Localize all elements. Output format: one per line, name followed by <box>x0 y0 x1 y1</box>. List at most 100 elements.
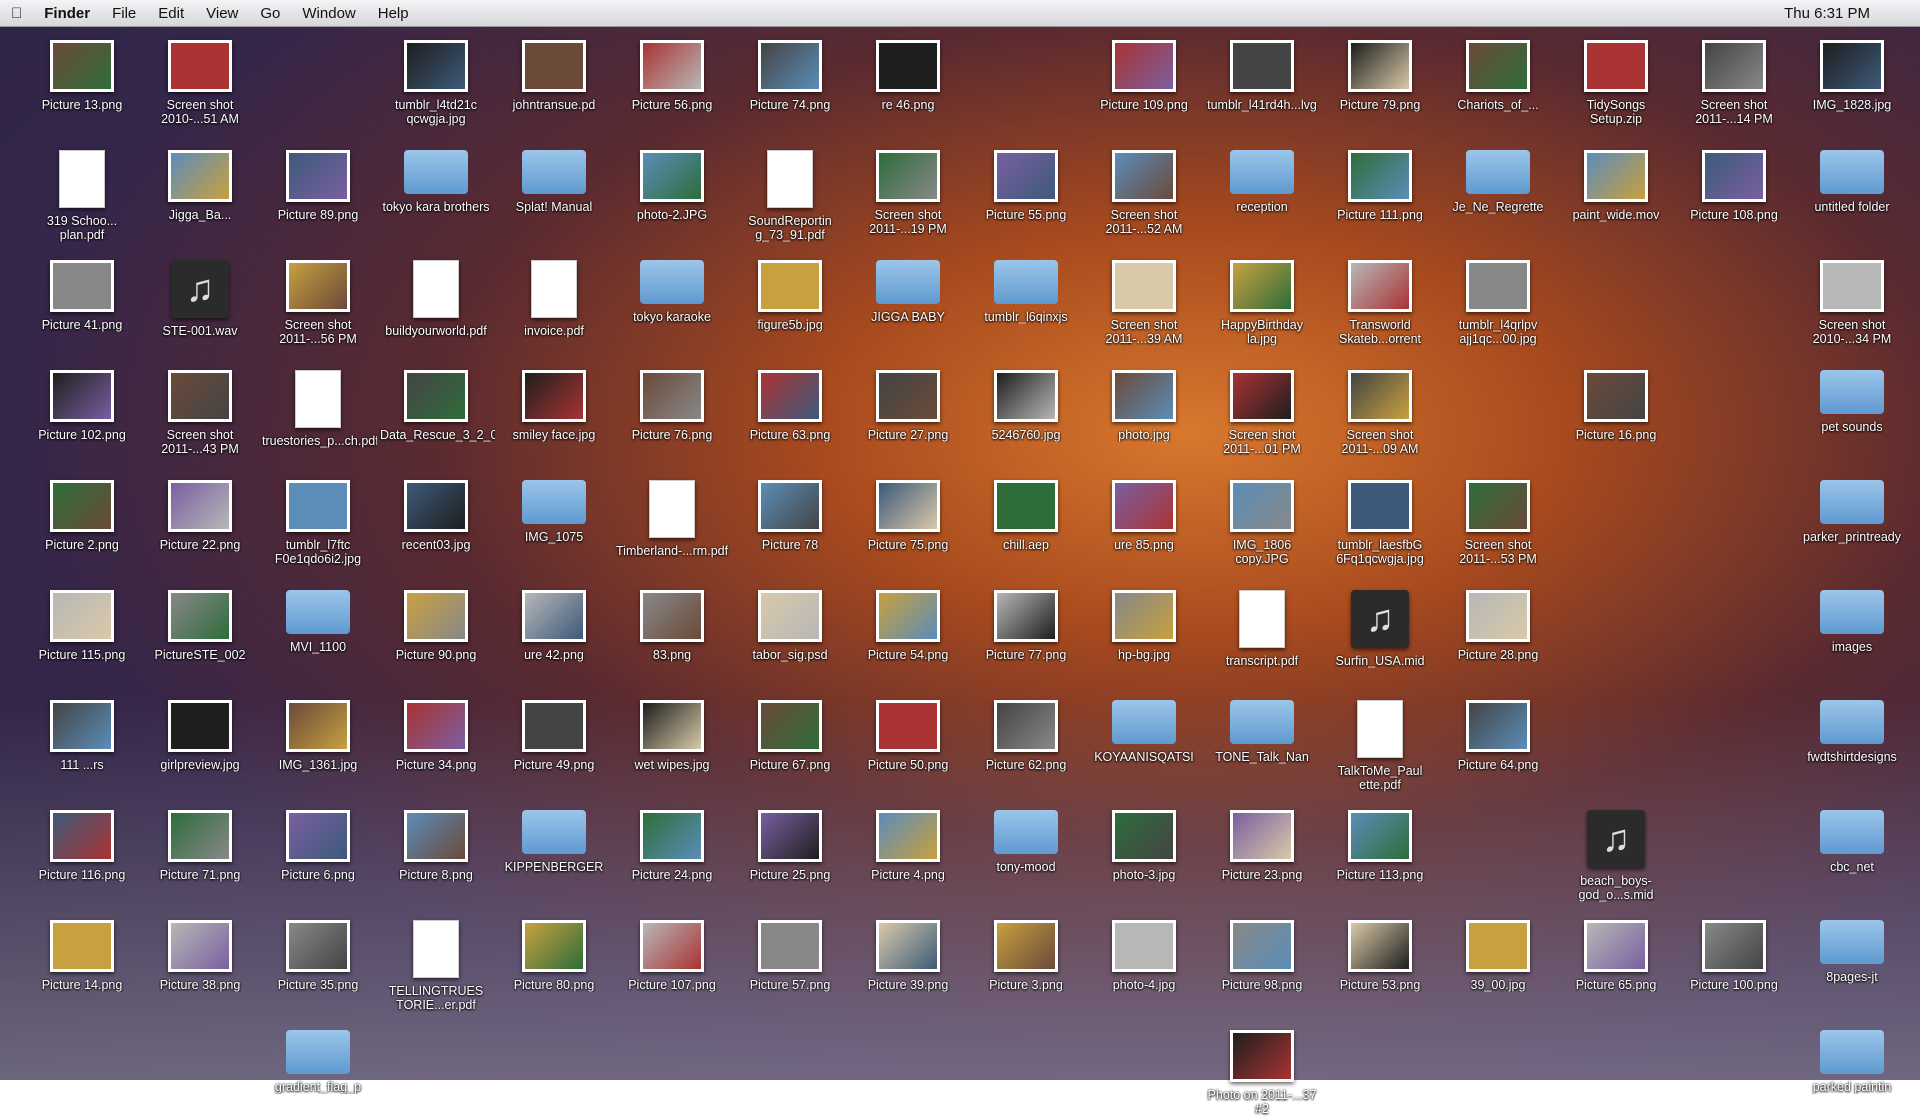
desktop-icon[interactable]: Picture 115.png <box>23 590 141 662</box>
desktop-icon[interactable]: ure 42.png <box>495 590 613 662</box>
desktop-icon[interactable]: Picture 74.png <box>731 40 849 112</box>
desktop-icon[interactable]: tumblr_l7ftc F0e1qdo6i2.jpg <box>259 480 377 566</box>
desktop-icon[interactable]: Picture 8.png <box>377 810 495 882</box>
desktop-icon[interactable]: Picture 108.png <box>1675 150 1793 222</box>
desktop-icon[interactable]: truestories_p...ch.pdf <box>259 370 377 448</box>
desktop-icon[interactable]: Picture 100.png <box>1675 920 1793 992</box>
desktop-icon[interactable]: Screen shot 2011-...09 AM <box>1321 370 1439 456</box>
desktop-icon[interactable]: Picture 57.png <box>731 920 849 992</box>
menu-item[interactable]: View <box>194 4 238 22</box>
desktop-icon[interactable]: Screen shot 2010-...34 PM <box>1793 260 1911 346</box>
desktop-icon[interactable]: TONE_Talk_Nan <box>1203 700 1321 764</box>
desktop-icon[interactable]: SoundReportin g_73_91.pdf <box>731 150 849 242</box>
desktop-icon[interactable]: IMG_1828.jpg <box>1793 40 1911 112</box>
desktop-icon[interactable]: untitled folder <box>1793 150 1911 214</box>
desktop-icon[interactable]: 83.png <box>613 590 731 662</box>
desktop-icon[interactable]: cbc_net <box>1793 810 1911 874</box>
desktop-icon[interactable]: Chariots_of_... <box>1439 40 1557 112</box>
desktop-icon[interactable]: Je_Ne_Regrette <box>1439 150 1557 214</box>
desktop-icon[interactable]: Transworld Skateb...orrent <box>1321 260 1439 346</box>
desktop-icon[interactable]: invoice.pdf <box>495 260 613 338</box>
desktop-icon[interactable]: Splat! Manual <box>495 150 613 214</box>
desktop-icon[interactable]: Picture 63.png <box>731 370 849 442</box>
desktop-icon[interactable]: girlpreview.jpg <box>141 700 259 772</box>
desktop-icon[interactable]: Picture 111.png <box>1321 150 1439 222</box>
desktop-icon[interactable]: re 46.png <box>849 40 967 112</box>
desktop-icon[interactable]: photo-3.jpg <box>1085 810 1203 882</box>
desktop-icon[interactable]: 319 Schoo... plan.pdf <box>23 150 141 242</box>
desktop-icon[interactable]: TidySongs Setup.zip <box>1557 40 1675 126</box>
desktop-icon[interactable]: Picture 49.png <box>495 700 613 772</box>
desktop-icon[interactable]: photo-2.JPG <box>613 150 731 222</box>
menu-item[interactable]: Go <box>249 4 280 22</box>
desktop-icon[interactable]: Picture 55.png <box>967 150 1085 222</box>
desktop-icon[interactable]: tokyo karaoke <box>613 260 731 324</box>
desktop-icon[interactable]: Picture 28.png <box>1439 590 1557 662</box>
desktop-icon[interactable]: johntransue.pd <box>495 40 613 112</box>
menu-item[interactable]: Edit <box>147 4 184 22</box>
desktop-icon[interactable]: images <box>1793 590 1911 654</box>
desktop-icon[interactable]: smiley face.jpg <box>495 370 613 442</box>
menu-item[interactable]: Help <box>366 4 409 22</box>
clock[interactable]: Thu 6:31 PM <box>1784 4 1870 22</box>
desktop-icon[interactable]: parker_printready <box>1793 480 1911 544</box>
desktop-icon[interactable]: Picture 39.png <box>849 920 967 992</box>
desktop-icon[interactable]: pet sounds <box>1793 370 1911 434</box>
desktop-icon[interactable]: Picture 76.png <box>613 370 731 442</box>
desktop-icon[interactable]: Jigga_Ba... <box>141 150 259 222</box>
desktop-icon[interactable]: Picture 53.png <box>1321 920 1439 992</box>
desktop-icon[interactable]: Picture 79.png <box>1321 40 1439 112</box>
desktop-icon[interactable]: Picture 13.png <box>23 40 141 112</box>
desktop-icon[interactable]: photo-4.jpg <box>1085 920 1203 992</box>
desktop-icon[interactable]: 111 ...rs <box>23 700 141 772</box>
desktop-icon[interactable]: Picture 54.png <box>849 590 967 662</box>
desktop-icon[interactable]: ♫ beach_boys-god_o...s.mid <box>1557 810 1675 902</box>
desktop-icon[interactable]: Picture 41.png <box>23 260 141 332</box>
desktop-icon[interactable]: IMG_1806 copy.JPG <box>1203 480 1321 566</box>
desktop-icon[interactable]: Picture 113.png <box>1321 810 1439 882</box>
desktop-icon[interactable]: Picture 90.png <box>377 590 495 662</box>
desktop-icon[interactable]: Picture 107.png <box>613 920 731 992</box>
desktop-icon[interactable]: tumblr_l4td21c qcwgja.jpg <box>377 40 495 126</box>
desktop-icon[interactable]: Screen shot 2011-...52 AM <box>1085 150 1203 236</box>
desktop-icon[interactable]: Picture 23.png <box>1203 810 1321 882</box>
desktop-icon[interactable]: tumblr_l4qrlpv ajj1qc...00.jpg <box>1439 260 1557 346</box>
desktop-icon[interactable]: Picture 34.png <box>377 700 495 772</box>
desktop-icon[interactable]: chill.aep <box>967 480 1085 552</box>
desktop-icon[interactable]: Screen shot 2011-...01 PM <box>1203 370 1321 456</box>
desktop-icon[interactable]: TELLINGTRUES TORIE...er.pdf <box>377 920 495 1012</box>
desktop-icon[interactable]: parked paintin <box>1793 1030 1911 1094</box>
desktop-icon[interactable]: tumblr_laesfbG 6Fq1qcwgja.jpg <box>1321 480 1439 566</box>
app-menu[interactable]: Finder <box>33 4 90 22</box>
desktop-icon[interactable]: ure 85.png <box>1085 480 1203 552</box>
desktop-icon[interactable]: TalkToMe_Paul ette.pdf <box>1321 700 1439 792</box>
desktop-icon[interactable]: MVI_1100 <box>259 590 377 654</box>
desktop-icon[interactable]: tumblr_l6qinxjs <box>967 260 1085 324</box>
menu-item[interactable]: File <box>100 4 136 22</box>
desktop-icon[interactable]: PictureSTE_002 <box>141 590 259 662</box>
desktop-icon[interactable]: Picture 62.png <box>967 700 1085 772</box>
desktop-icon[interactable]: hp-bg.jpg <box>1085 590 1203 662</box>
desktop-icon[interactable]: Picture 35.png <box>259 920 377 992</box>
desktop-icon[interactable]: ♫ Surfin_USA.mid <box>1321 590 1439 668</box>
desktop-icon[interactable]: 39_00.jpg <box>1439 920 1557 992</box>
desktop-icon[interactable]: ♫ STE-001.wav <box>141 260 259 338</box>
desktop-icon[interactable]: Picture 102.png <box>23 370 141 442</box>
desktop-icon[interactable]: Picture 67.png <box>731 700 849 772</box>
desktop-icon[interactable]: tokyo kara brothers <box>377 150 495 214</box>
desktop-icon[interactable]: Picture 80.png <box>495 920 613 992</box>
desktop-icon[interactable]: Picture 98.png <box>1203 920 1321 992</box>
desktop-icon[interactable]: Photo on 2011-...37 #2 <box>1203 1030 1321 1116</box>
desktop-icon[interactable]: Screen shot 2011-...43 PM <box>141 370 259 456</box>
desktop-icon[interactable]: Picture 56.png <box>613 40 731 112</box>
desktop-icon[interactable]: Picture 75.png <box>849 480 967 552</box>
desktop-icon[interactable]: Picture 27.png <box>849 370 967 442</box>
desktop-icon[interactable]: Picture 78 <box>731 480 849 552</box>
desktop-icon[interactable]: Data_Rescue_3_2_0_US_DVD.dmg <box>377 370 495 442</box>
desktop-icon[interactable]: Picture 24.png <box>613 810 731 882</box>
desktop-icon[interactable]: Picture 16.png <box>1557 370 1675 442</box>
apple-menu[interactable]:  <box>0 5 33 22</box>
desktop-icon[interactable]: Picture 65.png <box>1557 920 1675 992</box>
desktop-icon[interactable]: tumblr_l41rd4h...lvg <box>1203 40 1321 112</box>
desktop-icon[interactable]: IMG_1075 <box>495 480 613 544</box>
